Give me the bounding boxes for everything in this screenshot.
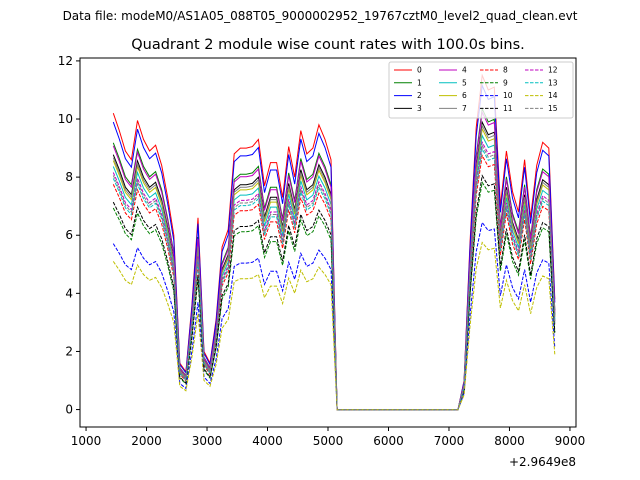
legend-label-13: 13 (548, 78, 558, 87)
y-axis: 0 2 4 6 8 10 12 (58, 54, 80, 417)
y-tick-label: 12 (58, 54, 73, 68)
legend-label-8: 8 (503, 66, 508, 75)
x-axis: 1000 2000 3000 4000 5000 6000 7000 8000 9000 (71, 427, 585, 448)
x-tick-label: 5000 (313, 434, 344, 448)
x-tick-label: 4000 (252, 434, 283, 448)
legend-box (388, 61, 574, 119)
plot-lines (112, 73, 556, 411)
y-tick-label: 6 (65, 228, 73, 242)
y-tick-label: 4 (65, 286, 73, 300)
legend-label-6: 6 (462, 91, 467, 100)
legend-label-1: 1 (417, 78, 422, 87)
x-tick-label: 9000 (555, 434, 586, 448)
legend-label-7: 7 (462, 104, 467, 113)
series-line-10 (112, 221, 556, 411)
y-tick-label: 2 (65, 344, 73, 358)
legend-label-4: 4 (462, 66, 467, 75)
legend-label-3: 3 (417, 104, 422, 113)
legend-label-14: 14 (548, 91, 558, 100)
x-tick-label: 2000 (131, 434, 162, 448)
x-tick-label: 6000 (373, 434, 404, 448)
x-offset-label: +2.9649e8 (509, 455, 576, 469)
y-tick-label: 0 (65, 403, 73, 417)
x-tick-label: 7000 (434, 434, 465, 448)
legend-label-11: 11 (503, 104, 513, 113)
legend-label-0: 0 (417, 66, 422, 75)
legend-label-2: 2 (417, 91, 422, 100)
x-tick-label: 1000 (71, 434, 102, 448)
legend-label-5: 5 (462, 78, 467, 87)
legend-label-12: 12 (548, 66, 558, 75)
y-tick-label: 10 (58, 112, 73, 126)
x-tick-label: 8000 (494, 434, 525, 448)
series-line-15 (112, 144, 556, 411)
legend-label-10: 10 (503, 91, 513, 100)
legend-label-9: 9 (503, 78, 508, 87)
legend-label-15: 15 (548, 104, 558, 113)
x-tick-label: 3000 (192, 434, 223, 448)
chart-title: Quadrant 2 module wise count rates with … (131, 37, 525, 53)
figure-suptitle: Data file: modeM0/AS1A05_088T05_90000029… (63, 9, 578, 23)
y-tick-label: 8 (65, 170, 73, 184)
series-line-14 (112, 241, 556, 411)
